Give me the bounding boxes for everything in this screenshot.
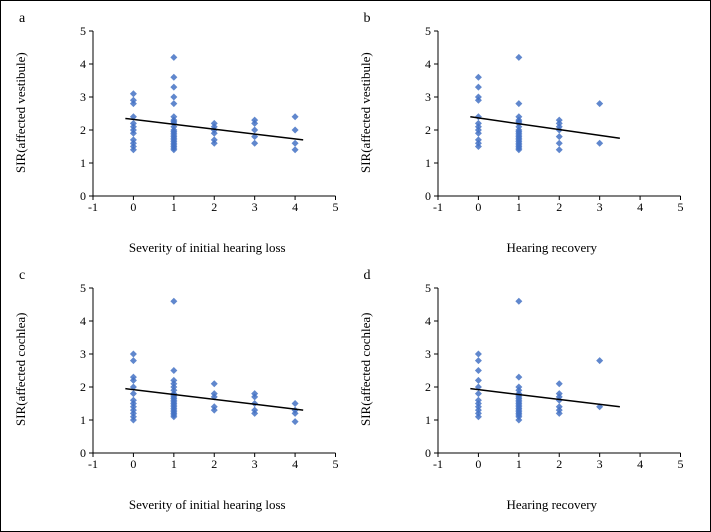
svg-text:3: 3 bbox=[80, 90, 86, 104]
svg-text:0: 0 bbox=[425, 189, 431, 203]
svg-text:2: 2 bbox=[80, 123, 86, 137]
svg-text:1: 1 bbox=[425, 413, 431, 427]
svg-text:3: 3 bbox=[252, 457, 258, 471]
svg-text:2: 2 bbox=[425, 380, 431, 394]
svg-text:2: 2 bbox=[556, 200, 562, 214]
svg-text:0: 0 bbox=[130, 200, 136, 214]
panel-d: d SIR(affected cochlea) -1012345012345 H… bbox=[356, 266, 701, 523]
svg-text:4: 4 bbox=[637, 457, 643, 471]
svg-text:1: 1 bbox=[515, 457, 521, 471]
svg-text:2: 2 bbox=[211, 457, 217, 471]
svg-text:1: 1 bbox=[171, 457, 177, 471]
svg-text:-1: -1 bbox=[88, 200, 98, 214]
plot-area-b: -1012345012345 bbox=[420, 27, 685, 216]
svg-text:4: 4 bbox=[292, 457, 298, 471]
svg-text:1: 1 bbox=[80, 156, 86, 170]
panel-c: c SIR(affected cochlea) -1012345012345 S… bbox=[11, 266, 356, 523]
svg-text:1: 1 bbox=[171, 200, 177, 214]
panel-a: a SIR(affected vestibule) -1012345012345… bbox=[11, 9, 356, 266]
svg-text:3: 3 bbox=[596, 200, 602, 214]
svg-text:0: 0 bbox=[80, 446, 86, 460]
ylabel-c: SIR(affected cochlea) bbox=[11, 266, 31, 473]
svg-text:1: 1 bbox=[80, 413, 86, 427]
svg-text:4: 4 bbox=[425, 57, 431, 71]
svg-text:2: 2 bbox=[425, 123, 431, 137]
figure-container: a SIR(affected vestibule) -1012345012345… bbox=[0, 0, 711, 532]
xlabel-a: Severity of initial hearing loss bbox=[75, 240, 340, 256]
panel-b: b SIR(affected vestibule) -1012345012345… bbox=[356, 9, 701, 266]
ylabel-b: SIR(affected vestibule) bbox=[356, 9, 376, 216]
svg-text:5: 5 bbox=[425, 281, 431, 295]
svg-text:0: 0 bbox=[475, 200, 481, 214]
svg-text:3: 3 bbox=[425, 90, 431, 104]
svg-text:2: 2 bbox=[211, 200, 217, 214]
svg-text:1: 1 bbox=[515, 200, 521, 214]
svg-text:-1: -1 bbox=[433, 457, 443, 471]
svg-text:5: 5 bbox=[80, 24, 86, 38]
svg-text:1: 1 bbox=[425, 156, 431, 170]
svg-text:5: 5 bbox=[677, 457, 683, 471]
svg-text:5: 5 bbox=[333, 457, 339, 471]
svg-text:3: 3 bbox=[80, 347, 86, 361]
xlabel-c: Severity of initial hearing loss bbox=[75, 497, 340, 513]
ylabel-d: SIR(affected cochlea) bbox=[356, 266, 376, 473]
svg-text:4: 4 bbox=[425, 314, 431, 328]
svg-text:4: 4 bbox=[80, 57, 86, 71]
svg-text:5: 5 bbox=[677, 200, 683, 214]
svg-text:4: 4 bbox=[80, 314, 86, 328]
xlabel-b: Hearing recovery bbox=[420, 240, 685, 256]
plot-area-d: -1012345012345 bbox=[420, 284, 685, 473]
svg-text:3: 3 bbox=[425, 347, 431, 361]
svg-text:5: 5 bbox=[425, 24, 431, 38]
ylabel-a: SIR(affected vestibule) bbox=[11, 9, 31, 216]
plot-area-c: -1012345012345 bbox=[75, 284, 340, 473]
svg-text:5: 5 bbox=[333, 200, 339, 214]
svg-text:-1: -1 bbox=[433, 200, 443, 214]
svg-text:3: 3 bbox=[252, 200, 258, 214]
svg-text:4: 4 bbox=[292, 200, 298, 214]
svg-text:2: 2 bbox=[556, 457, 562, 471]
svg-text:5: 5 bbox=[80, 281, 86, 295]
svg-text:2: 2 bbox=[80, 380, 86, 394]
svg-text:0: 0 bbox=[80, 189, 86, 203]
svg-text:3: 3 bbox=[596, 457, 602, 471]
svg-text:0: 0 bbox=[130, 457, 136, 471]
svg-text:4: 4 bbox=[637, 200, 643, 214]
plot-area-a: -1012345012345 bbox=[75, 27, 340, 216]
svg-text:0: 0 bbox=[475, 457, 481, 471]
svg-text:0: 0 bbox=[425, 446, 431, 460]
xlabel-d: Hearing recovery bbox=[420, 497, 685, 513]
svg-text:-1: -1 bbox=[88, 457, 98, 471]
